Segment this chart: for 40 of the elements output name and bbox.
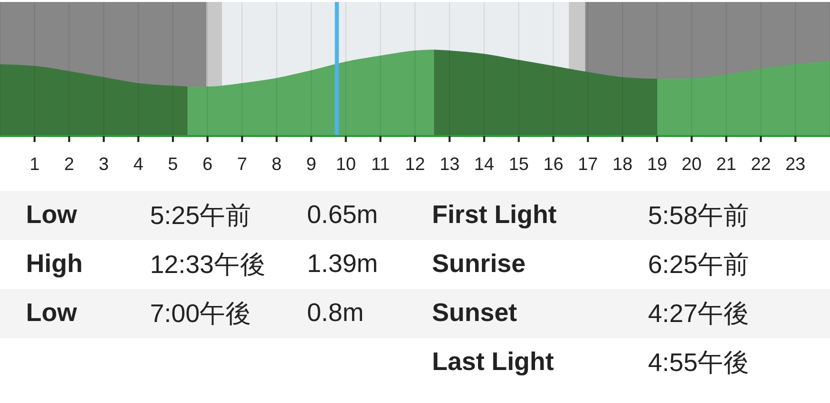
x-tick-label: 5: [168, 154, 178, 174]
text: 5:25午前: [150, 201, 252, 232]
text: 6:25午前: [648, 250, 750, 281]
text: Low: [26, 201, 77, 230]
text: Low: [26, 299, 77, 328]
text: 0.8m: [307, 299, 364, 328]
x-tick-label: 14: [474, 154, 494, 174]
text: Sunset: [432, 299, 518, 328]
x-tick-label: 13: [440, 154, 460, 174]
x-tick-label: 22: [750, 154, 771, 174]
text: 7:00午後: [150, 299, 252, 330]
text: 5:58午前: [648, 201, 750, 232]
x-tick-label: 1: [30, 154, 40, 174]
text: 4:55午後: [648, 348, 750, 379]
x-tick-label: 6: [202, 154, 213, 174]
x-tick-label: 7: [237, 154, 248, 174]
x-tick-label: 18: [612, 154, 633, 174]
x-tick-label: 3: [98, 154, 109, 174]
x-tick-label: 4: [133, 154, 144, 174]
text: 12:33午後: [150, 250, 266, 281]
x-tick-label: 15: [508, 154, 529, 174]
x-tick-label: 9: [306, 154, 316, 174]
x-tick-label: 20: [682, 154, 702, 174]
x-tick-label: 8: [272, 154, 282, 174]
x-tick-label: 17: [578, 154, 598, 174]
text: Last Light: [432, 348, 554, 377]
x-tick-label: 10: [336, 154, 356, 174]
x-tick-label: 2: [64, 154, 74, 174]
x-tick-label: 11: [371, 154, 390, 174]
text: 0.65m: [307, 201, 378, 230]
text: 4:27午後: [648, 299, 750, 330]
text: 1.39m: [307, 250, 378, 279]
text: Sunrise: [432, 250, 526, 279]
x-tick-label: 21: [716, 154, 736, 174]
x-tick-label: 16: [543, 154, 564, 174]
x-tick-label: 23: [785, 154, 806, 174]
text: High: [26, 250, 83, 279]
x-tick-label: 19: [647, 154, 668, 174]
x-tick-label: 12: [404, 154, 426, 174]
text: First Light: [432, 201, 557, 230]
